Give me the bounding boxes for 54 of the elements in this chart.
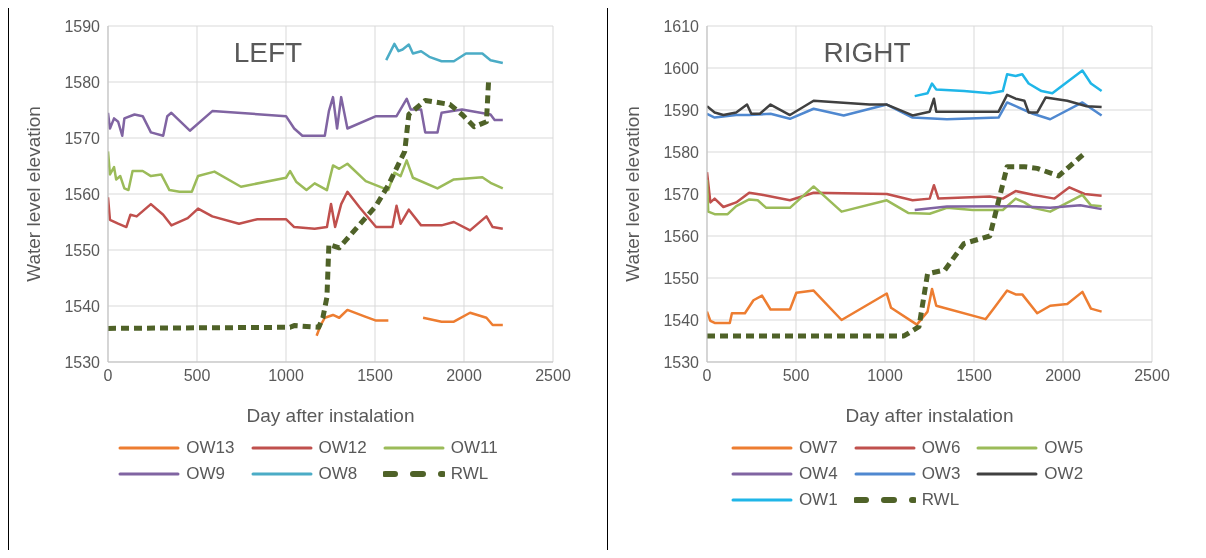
y-axis-title: Water level elevation: [621, 106, 643, 282]
x-tick-label: 2000: [446, 367, 482, 385]
y-tick-label: 1570: [64, 129, 101, 147]
y-tick-label: 1530: [663, 353, 700, 371]
legend-label: OW7: [798, 438, 838, 458]
x-tick-label: 2500: [535, 367, 571, 385]
y-axis-title: Water level elevation: [22, 106, 44, 282]
x-tick-label: 1000: [867, 367, 903, 385]
legend-label: RWL: [921, 490, 960, 510]
y-tick-label: 1530: [64, 353, 101, 371]
line-series: [913, 69, 1103, 98]
x-tick-label: 2500: [1134, 367, 1170, 385]
y-tick-label: 1550: [64, 241, 101, 259]
line-series: [707, 93, 1103, 117]
x-tick-label: 1500: [357, 367, 393, 385]
x-tick-label: 0: [702, 367, 712, 385]
line-series: [108, 190, 505, 232]
legend-label: OW1: [798, 490, 838, 510]
chart-title: LEFT: [233, 37, 303, 68]
legend-label: RWL: [450, 464, 489, 484]
x-tick-label: 2000: [1045, 367, 1081, 385]
y-tick-label: 1540: [64, 297, 101, 315]
x-tick-label: 1500: [956, 367, 992, 385]
legend-label: OW4: [798, 464, 838, 484]
y-tick-label: 1580: [64, 73, 101, 91]
line-series: [707, 287, 1103, 326]
y-tick-label: 1560: [663, 227, 700, 245]
legend-label: OW2: [1044, 464, 1084, 484]
y-tick-label: 1550: [663, 269, 700, 287]
legend-label: OW6: [921, 438, 961, 458]
x-tick-label: 0: [103, 367, 113, 385]
x-axis-title: Day after instalation: [845, 405, 1014, 426]
y-tick-label: 1540: [663, 311, 700, 329]
x-axis-title: Day after instalation: [246, 405, 415, 426]
y-tick-label: 1600: [663, 59, 700, 77]
x-tick-label: 500: [782, 367, 810, 385]
legend-label: OW8: [318, 464, 358, 484]
y-tick-label: 1580: [663, 143, 700, 161]
line-series: [108, 95, 505, 138]
y-tick-label: 1560: [64, 185, 101, 203]
line-series: [384, 42, 505, 65]
y-tick-label: 1570: [663, 185, 700, 203]
y-tick-label: 1590: [663, 101, 700, 119]
legend-label: OW13: [186, 438, 235, 458]
y-tick-label: 1590: [64, 17, 101, 35]
legend-label: OW9: [186, 464, 226, 484]
x-tick-label: 500: [183, 367, 211, 385]
legend-label: OW3: [921, 464, 961, 484]
x-tick-label: 1000: [268, 367, 304, 385]
chart-title: RIGHT: [823, 37, 911, 68]
legend-label: OW11: [450, 438, 498, 458]
legend-label: OW5: [1044, 438, 1084, 458]
legend-label: OW12: [318, 438, 367, 458]
y-tick-label: 1610: [663, 17, 700, 35]
